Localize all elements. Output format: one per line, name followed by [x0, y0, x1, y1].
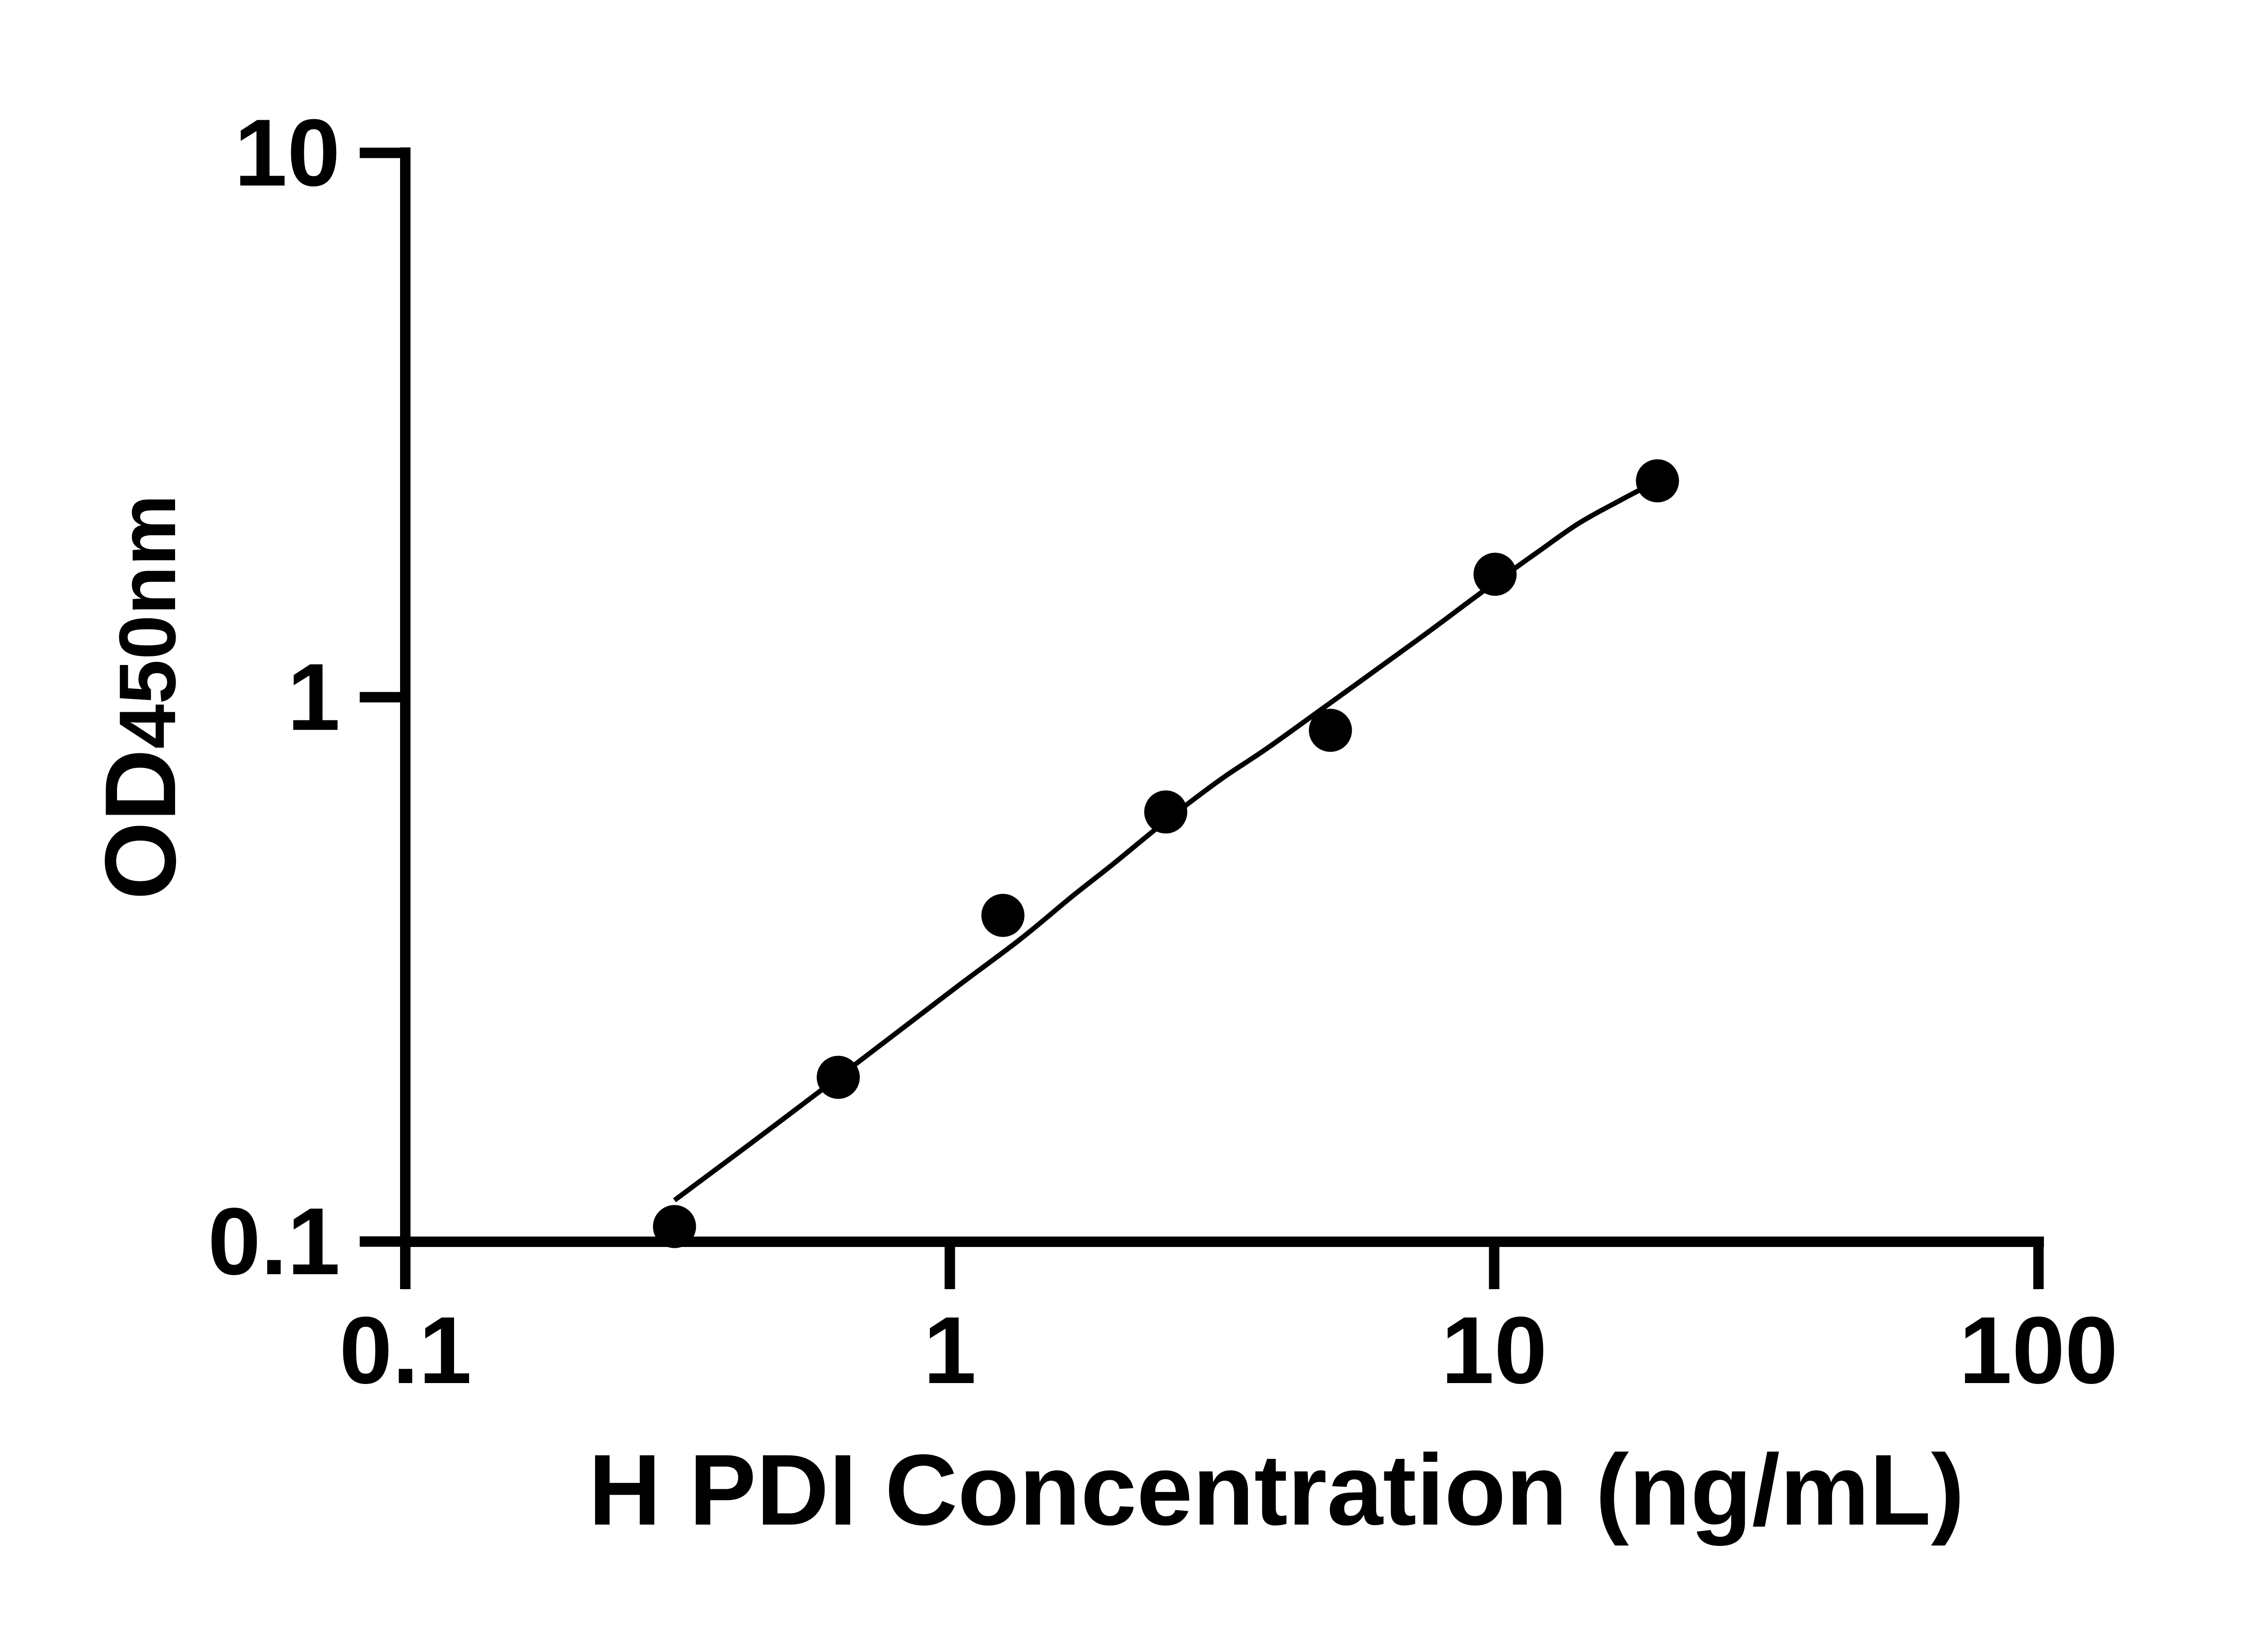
svg-text:0.1: 0.1 [208, 1188, 340, 1295]
svg-text:10: 10 [234, 99, 340, 206]
svg-text:10: 10 [1441, 1297, 1547, 1403]
svg-text:1: 1 [924, 1297, 977, 1403]
svg-text:0.1: 0.1 [339, 1297, 472, 1403]
svg-text:H PDI Concentration (ng/mL): H PDI Concentration (ng/mL) [588, 1434, 1965, 1546]
svg-text:OD450nm: OD450nm [84, 494, 197, 900]
svg-text:100: 100 [1959, 1297, 2118, 1403]
svg-text:1: 1 [287, 644, 340, 750]
